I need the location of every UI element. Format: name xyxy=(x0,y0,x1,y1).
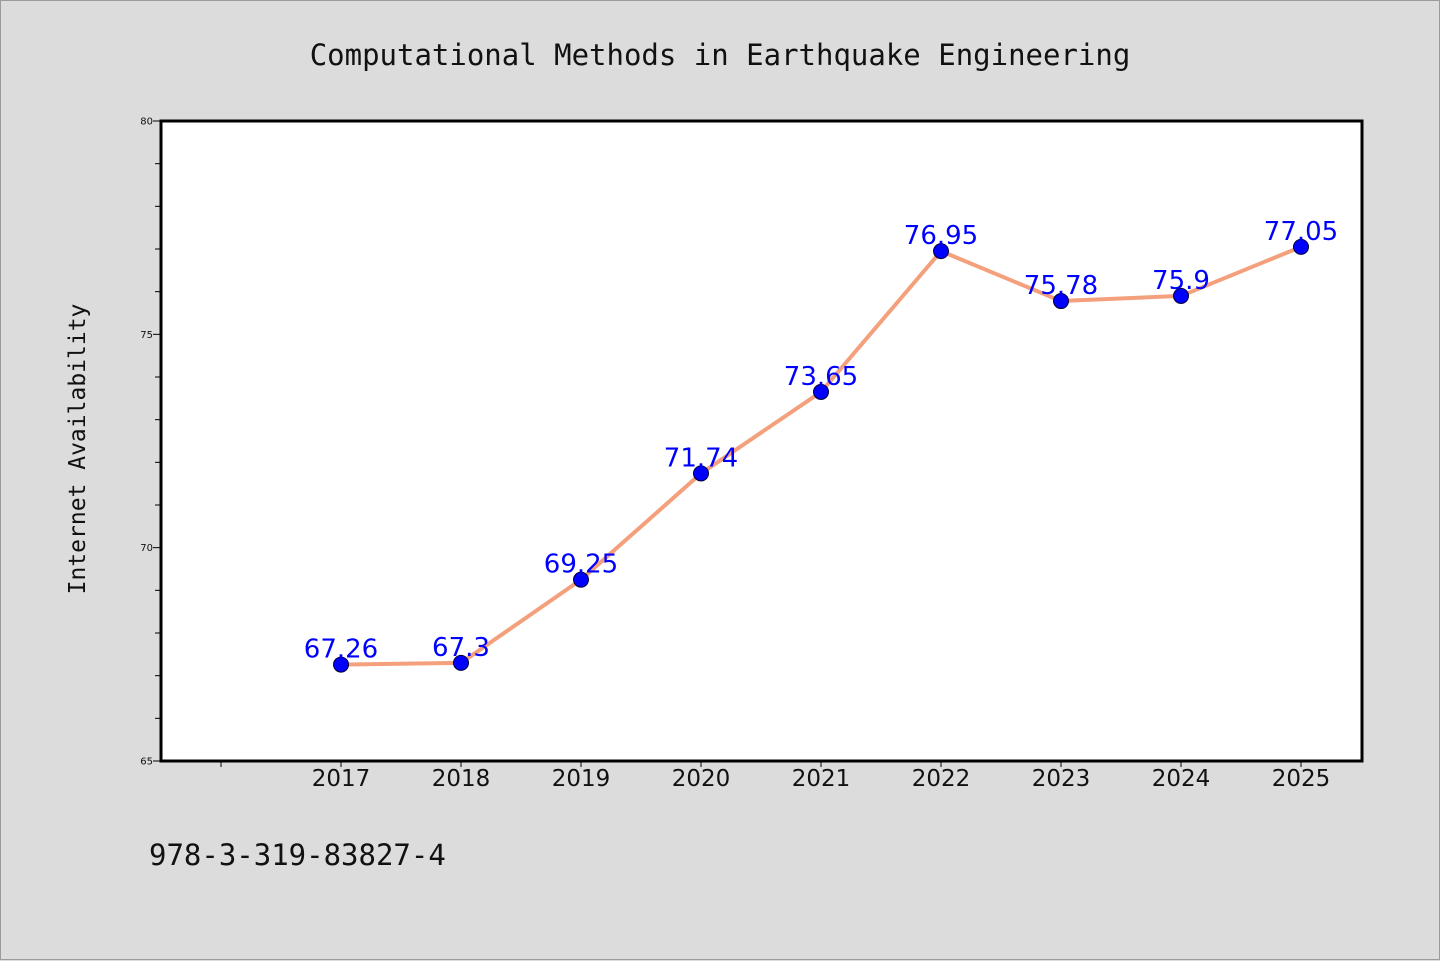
data-point-marker xyxy=(333,656,349,673)
x-tick-label: 2022 xyxy=(912,766,971,792)
data-point-marker xyxy=(933,243,949,260)
data-point-marker xyxy=(693,465,709,482)
y-tick-label: 80 xyxy=(140,117,153,128)
isbn-text: 978-3-319-83827-4 xyxy=(149,838,446,872)
data-label: 67.3 xyxy=(432,633,490,663)
x-tick-label: 2021 xyxy=(792,766,851,792)
plot-area xyxy=(159,119,1364,763)
x-axis-ticks: 2017 2018 2019 2020 2021 2022 2023 2024 2025 xyxy=(220,761,1331,792)
chart-title: Computational Methods in Earthquake Engi… xyxy=(310,38,1131,72)
series-group: 67.26 67.3 69.25 71.74 73.65 76.95 75.78 75.9 77… xyxy=(304,217,1338,673)
x-tick-label: 2017 xyxy=(312,766,371,792)
y-axis-ticks: 65 70 75 80 xyxy=(140,117,161,768)
x-tick-label: 2023 xyxy=(1032,766,1091,792)
data-point-marker xyxy=(813,383,829,400)
data-label: 77.05 xyxy=(1264,217,1338,247)
x-tick-label: 2019 xyxy=(552,766,611,792)
x-tick-label: 2025 xyxy=(1272,766,1331,792)
x-tick-label: 2024 xyxy=(1152,766,1211,792)
data-point-marker xyxy=(573,571,589,588)
data-point-marker xyxy=(1293,238,1309,255)
y-tick-label: 75 xyxy=(140,330,153,341)
data-point-marker xyxy=(1053,293,1069,310)
data-label: 76.95 xyxy=(904,221,978,251)
data-label: 73.65 xyxy=(784,362,858,392)
data-point-marker xyxy=(1173,287,1189,304)
data-label: 75.9 xyxy=(1152,266,1210,296)
data-label: 69.25 xyxy=(544,550,618,580)
y-tick-label: 65 xyxy=(140,757,153,768)
data-label: 71.74 xyxy=(664,443,738,473)
data-label: 75.78 xyxy=(1024,271,1098,301)
x-tick-label: 2020 xyxy=(672,766,731,792)
data-point-marker xyxy=(453,654,469,671)
y-axis-label: Internet Availability xyxy=(65,304,91,595)
y-tick-label: 70 xyxy=(140,543,153,554)
x-tick-label: 2018 xyxy=(432,766,491,792)
data-label: 67.26 xyxy=(304,635,378,665)
